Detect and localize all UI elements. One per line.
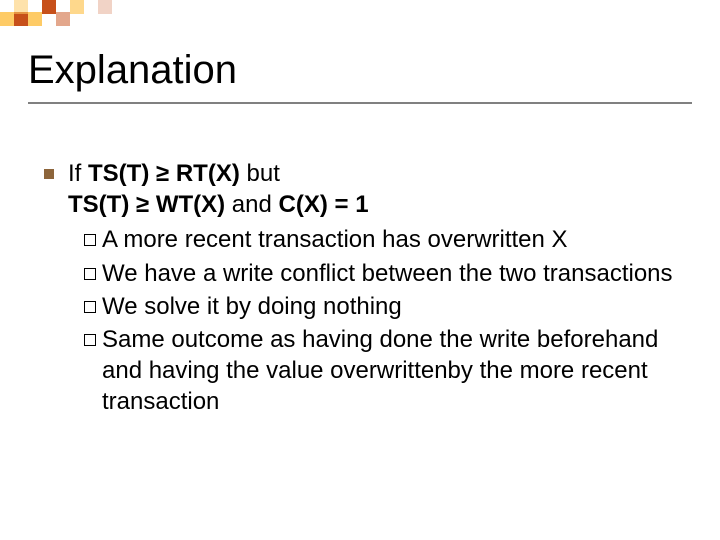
- open-square-icon: [84, 334, 96, 346]
- corner-decoration: [0, 0, 720, 28]
- cond-l1-bold: TS(T) ≥ RT(X): [88, 160, 240, 187]
- sub-bullets: A more recent transaction has overwritte…: [84, 224, 684, 417]
- cond-l2-b2: C(X) = 1: [279, 191, 369, 218]
- main-bullet: If TS(T) ≥ RT(X) but TS(T) ≥ WT(X) and C…: [44, 158, 684, 220]
- slide-title: Explanation: [28, 48, 237, 93]
- sub-d: Same outcome as having done the write be…: [102, 324, 684, 418]
- list-item: We solve it by doing nothing: [84, 291, 684, 322]
- sub-b: We have a write conflict between the two…: [102, 258, 684, 289]
- slide-content: If TS(T) ≥ RT(X) but TS(T) ≥ WT(X) and C…: [44, 158, 684, 420]
- sub-a: A more recent transaction has overwritte…: [102, 224, 684, 255]
- list-item: Same outcome as having done the write be…: [84, 324, 684, 418]
- open-square-icon: [84, 301, 96, 313]
- list-item: We have a write conflict between the two…: [84, 258, 684, 289]
- open-square-icon: [84, 268, 96, 280]
- title-underline: [28, 102, 692, 104]
- open-square-icon: [84, 234, 96, 246]
- list-item: A more recent transaction has overwritte…: [84, 224, 684, 255]
- cond-l1-post: but: [240, 160, 280, 187]
- cond-l1-pre: If: [68, 160, 88, 187]
- square-bullet-icon: [44, 169, 54, 179]
- sub-c: We solve it by doing nothing: [102, 291, 684, 322]
- cond-l2-b1: TS(T) ≥ WT(X): [68, 191, 225, 218]
- cond-l2-mid: and: [225, 191, 278, 218]
- condition-text: If TS(T) ≥ RT(X) but TS(T) ≥ WT(X) and C…: [68, 158, 369, 220]
